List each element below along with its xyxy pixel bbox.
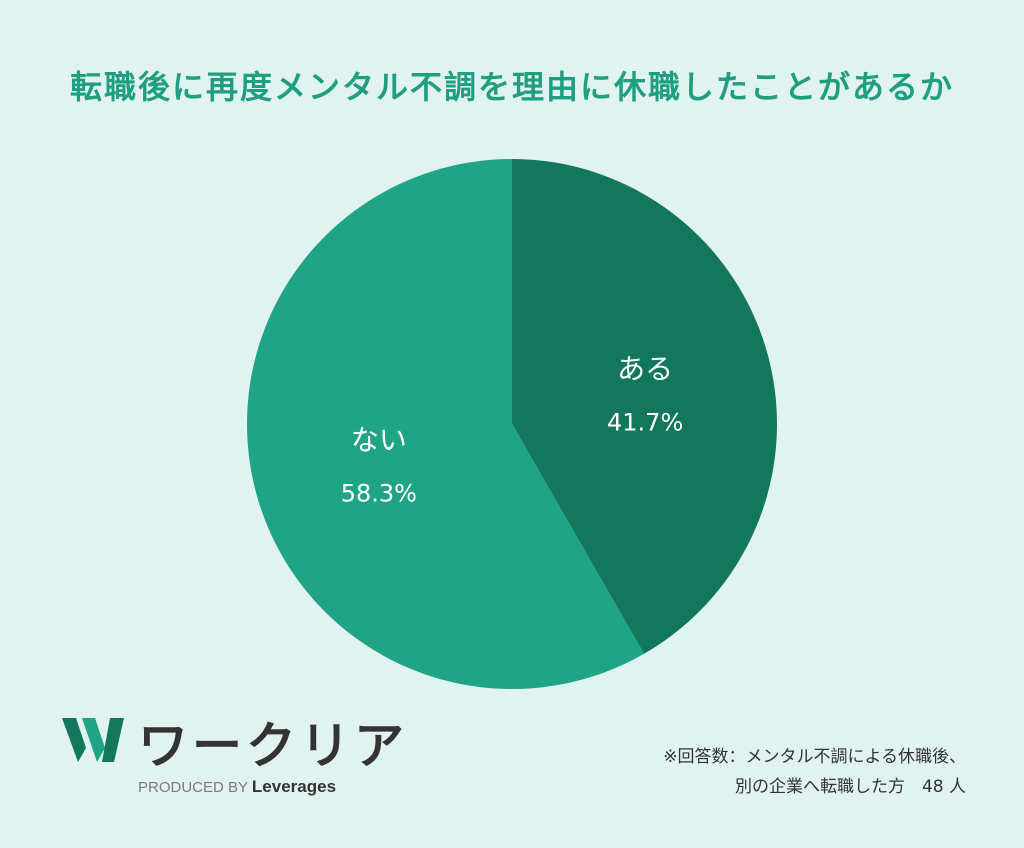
pie-slice-2 <box>247 159 645 690</box>
slice-label-2: ない <box>351 424 407 457</box>
footnote-line-2: 別の企業へ転職した方 48 人 <box>734 777 966 797</box>
footnote-line-1: ※回答数：メンタル不調による休職後、 <box>663 747 966 767</box>
produced-by-label: PRODUCED BY <box>138 779 248 796</box>
logo-wordmark: ワークリア <box>138 717 408 775</box>
slice-value-2: 58.3% <box>341 480 417 508</box>
chart-title: 転職後に再度メンタル不調を理由に休職したことがあるか <box>69 68 954 106</box>
slice-label-1: ある <box>617 352 673 385</box>
pie-slice-1 <box>512 159 778 654</box>
produced-by: PRODUCED BY Leverages <box>138 777 336 797</box>
slice-value-1: 41.7% <box>607 408 683 436</box>
footnote: ※回答数：メンタル不調による休職後、 別の企業へ転職した方 48 人 <box>663 742 966 802</box>
w-logo-icon <box>62 718 124 762</box>
brand-name: Leverages <box>251 777 337 796</box>
